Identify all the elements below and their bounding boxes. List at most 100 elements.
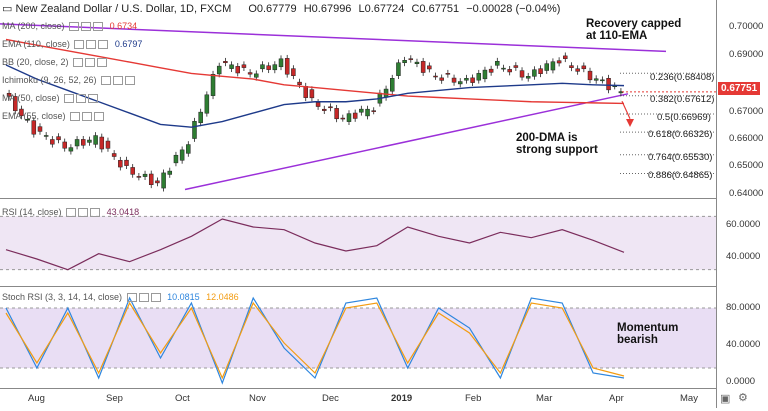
lower-trendline xyxy=(184,93,629,191)
legend-ema55[interactable]: EMA (55, close) xyxy=(2,111,105,122)
legend-bb-label: BB (20, close, 2) xyxy=(2,57,69,67)
settings-icon[interactable] xyxy=(81,22,92,32)
price-tick: 0.70000 xyxy=(729,21,764,32)
close-icon[interactable] xyxy=(125,76,136,86)
candle-body xyxy=(6,93,12,97)
open-value: O0.67779 xyxy=(248,3,297,15)
candle-body xyxy=(136,176,142,178)
candle-body xyxy=(476,73,482,81)
legend-rsi-label: RSI (14, close) xyxy=(2,207,62,217)
candle-body xyxy=(235,66,240,74)
close-icon[interactable] xyxy=(97,58,108,68)
legend-ema110-value: 0.6797 xyxy=(114,39,143,49)
legend-ema110[interactable]: EMA (110, close) 0.6797 xyxy=(2,39,143,50)
eye-icon[interactable] xyxy=(101,76,112,86)
candle-body xyxy=(488,68,494,73)
candle-body xyxy=(13,96,18,112)
fib-label-05: 0.5(0.66969) xyxy=(657,112,711,123)
annotation-momentum-line2: bearish xyxy=(617,334,658,346)
close-icon[interactable] xyxy=(88,94,99,104)
collapse-icon[interactable]: ▭ xyxy=(2,3,13,15)
legend-rsi[interactable]: RSI (14, close) 43.0418 xyxy=(2,207,139,218)
candle-body xyxy=(266,65,271,70)
x-tick: Mar xyxy=(536,393,553,404)
annotation-support: 200-DMA is strong support xyxy=(516,132,598,156)
settings-icon[interactable] xyxy=(85,58,96,68)
close-icon[interactable] xyxy=(90,208,101,218)
candle-body xyxy=(532,69,537,77)
x-tick: May xyxy=(680,393,698,404)
eye-icon[interactable] xyxy=(70,112,81,122)
candle-body xyxy=(563,55,568,59)
close-icon[interactable] xyxy=(150,293,161,303)
candle-body xyxy=(396,62,401,76)
candle-body xyxy=(62,141,67,149)
close-icon[interactable] xyxy=(98,40,109,50)
stoch-tick: 0.0000 xyxy=(726,376,756,387)
eye-icon[interactable] xyxy=(126,293,137,303)
settings-icon[interactable] xyxy=(82,112,93,122)
legend-ma200-label: MA (200, close) xyxy=(2,21,65,31)
upper-trendline xyxy=(0,23,667,53)
eye-icon[interactable] xyxy=(66,208,77,218)
candle-body xyxy=(439,77,444,81)
price-tick: 0.67000 xyxy=(729,106,764,117)
candle-body xyxy=(81,139,86,146)
candle-body xyxy=(433,75,438,78)
eye-icon[interactable] xyxy=(69,22,80,32)
legend-ma200[interactable]: MA (200, close) 0.6734 xyxy=(2,21,137,32)
settings-icon[interactable] xyxy=(86,40,97,50)
legend-ema55-label: EMA (55, close) xyxy=(2,111,66,121)
legend-ichimoku[interactable]: Ichimoku (9, 26, 52, 26) xyxy=(2,75,136,86)
candle-body xyxy=(390,78,395,92)
eye-icon[interactable] xyxy=(73,58,84,68)
legend-ema110-label: EMA (110, close) xyxy=(2,39,70,49)
candle-body xyxy=(56,136,61,141)
settings-icon[interactable] xyxy=(113,76,124,86)
candle-body xyxy=(427,65,432,70)
candle-body xyxy=(93,135,98,145)
candle-body xyxy=(482,69,488,80)
fib-label-0236: 0.236(0.68408) xyxy=(650,72,715,83)
gear-icon[interactable]: ⚙ xyxy=(738,392,748,404)
eye-icon[interactable] xyxy=(64,94,75,104)
eye-icon[interactable] xyxy=(74,40,85,50)
x-tick: Oct xyxy=(175,393,190,404)
settings-icon[interactable] xyxy=(78,208,89,218)
candle-body xyxy=(179,149,185,161)
x-tick: Feb xyxy=(465,393,482,404)
candle-body xyxy=(87,139,92,143)
close-icon[interactable] xyxy=(94,112,105,122)
candle-body xyxy=(507,69,512,73)
candle-body xyxy=(155,180,160,184)
candle-body xyxy=(365,108,370,117)
candle-body xyxy=(445,73,451,75)
candle-body xyxy=(352,112,358,119)
rsi-tick: 60.0000 xyxy=(726,219,761,230)
candle-body xyxy=(297,81,302,85)
close-icon[interactable] xyxy=(93,22,104,32)
legend-bb[interactable]: BB (20, close, 2) xyxy=(2,57,108,68)
settings-icon[interactable] xyxy=(138,293,149,303)
candle-body xyxy=(402,60,407,64)
annotation-support-line1: 200-DMA is xyxy=(516,132,578,144)
projection-arrow xyxy=(621,100,631,119)
candle-body xyxy=(606,78,611,91)
annotation-recovery-line2: at 110-EMA xyxy=(586,30,648,42)
legend-ma50[interactable]: MA (50, close) xyxy=(2,93,99,104)
candle-body xyxy=(111,153,117,157)
ema110-line xyxy=(5,64,625,128)
candle-body xyxy=(408,58,414,60)
camera-icon[interactable]: ▣ xyxy=(720,393,731,405)
stoch-tick: 40.0000 xyxy=(726,339,761,350)
x-tick: 2019 xyxy=(391,393,413,404)
candle-body xyxy=(414,61,420,64)
candle-body xyxy=(118,160,123,168)
settings-icon[interactable] xyxy=(76,94,87,104)
rsi-tick: 40.0000 xyxy=(726,251,761,262)
candle-body xyxy=(525,76,531,79)
candle-body xyxy=(278,58,284,68)
legend-stoch[interactable]: Stoch RSI (3, 3, 14, 14, close) 10.0815 … xyxy=(2,292,239,303)
candle-body xyxy=(31,120,37,135)
